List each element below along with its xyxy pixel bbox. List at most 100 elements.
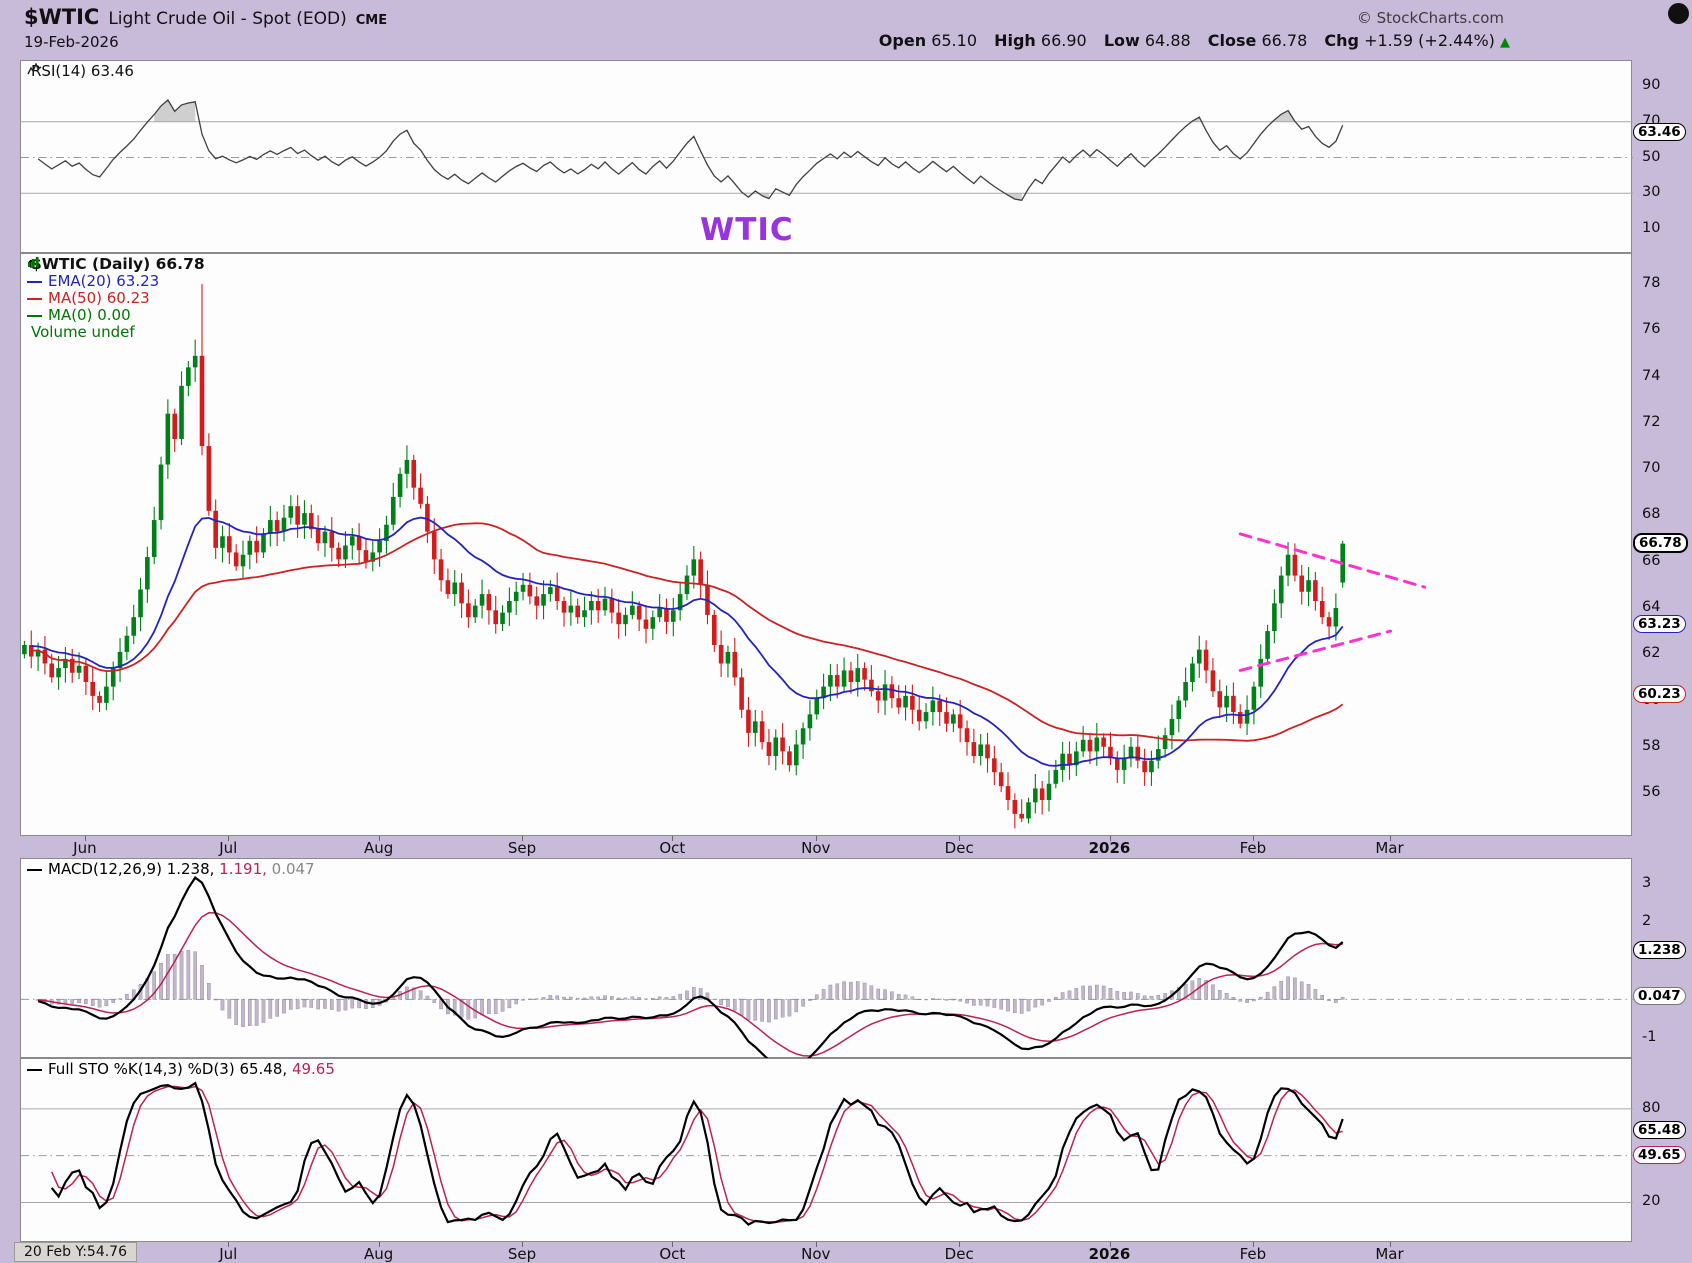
axis-tick-label: 72 [1642,413,1661,430]
month-label: Nov [801,1245,831,1263]
chg-value: +1.59 (+2.44%) [1364,31,1495,50]
month-tick [522,836,523,841]
month-label: Sep [507,1245,537,1263]
month-label: Sep [507,839,537,857]
chg-up-arrow-icon: ▲ [1500,35,1510,50]
chart-date: 19-Feb-2026 [24,33,119,51]
help-icon[interactable] [1668,3,1689,24]
axis-tick-label: 90 [1642,77,1661,94]
candlesticks [22,284,1346,829]
month-label: Oct [659,839,686,857]
month-label: Feb [1239,839,1267,857]
axis-tick-label: 64 [1642,598,1661,615]
month-label: Mar [1375,839,1404,857]
axis-value-tag: 63.46 [1633,122,1686,141]
axis-value-tag: 1.238 [1633,941,1686,960]
month-label: Aug [363,839,394,857]
axis-tick-label: 76 [1642,321,1661,338]
price-chart[interactable] [21,254,1633,837]
axis-value-tag: 0.047 [1633,987,1686,1006]
cursor-readout: 20 Feb Y:54.76 [14,1242,137,1262]
month-label: Mar [1375,1245,1404,1263]
sto-k-line [50,1081,1344,1226]
rsi-panel: RSI(14) 63.46 [20,60,1633,254]
month-tick [378,836,380,841]
month-tick [1252,836,1254,841]
axis-tick-label: 68 [1642,506,1661,523]
month-label: Nov [801,839,831,857]
chart-header: $WTIC Light Crude Oil - Spot (EOD) CME [24,5,387,29]
instrument-title: Light Crude Oil - Spot (EOD) [108,9,347,29]
ohlc-quote-line: Open 65.10 High 66.90 Low 64.88 Close 66… [879,31,1510,50]
month-label: 2026 [1088,1245,1131,1263]
ema20-line [31,516,1344,767]
axis-tick-label: 20 [1642,1193,1661,1210]
axis-tick-label: 3 [1642,875,1652,891]
low-value: 64.88 [1144,31,1191,50]
month-tick [84,836,86,841]
axis-value-tag: 66.78 [1633,533,1688,554]
axis-tick-label: 2 [1642,913,1652,930]
month-label: Feb [1239,1245,1267,1263]
stochastics-panel: Full STO %K(14,3) %D(3) 65.48, 49.65 [20,1058,1633,1243]
axis-tick-label: 78 [1642,275,1661,292]
month-label: Jul [219,1245,238,1263]
month-label: Oct [659,1245,686,1263]
month-label: 2026 [1088,839,1131,857]
high-label: High [994,31,1036,50]
symbol: $WTIC [24,5,100,29]
axis-value-tag: 49.65 [1633,1145,1686,1164]
axis-tick-label: 62 [1642,645,1661,662]
rsi-chart[interactable] [21,61,1633,254]
symbol-watermark: WTIC [700,212,794,248]
sto-d-line [51,1085,1343,1224]
macd-signal-line [38,912,1343,1057]
axis-tick-label: 58 [1642,737,1661,754]
exchange-label: CME [355,13,388,28]
axis-tick-label: 56 [1642,784,1661,801]
month-tick [228,1242,230,1247]
month-tick [522,1242,523,1247]
month-label: Jun [73,839,97,857]
month-tick [1389,836,1391,841]
month-tick [959,1242,961,1247]
close-label: Close [1207,31,1257,50]
month-tick [1109,836,1111,841]
stochastics-chart[interactable] [21,1059,1633,1243]
month-tick [815,836,817,841]
x-axis-months-bottom: Jul Aug Sep Oct Nov Dec 2026 Feb Mar [20,1242,1632,1263]
trendline [1238,532,1427,589]
axis-tick-label: 66 [1642,552,1661,569]
close-value: 66.78 [1261,31,1308,50]
month-label: Jul [219,839,238,857]
open-value: 65.10 [931,31,977,50]
low-label: Low [1103,31,1140,50]
price-panel: $WTIC (Daily) 66.78 EMA(20) 63.23 MA(50) … [20,253,1632,836]
macd-histogram [36,950,1345,1027]
ma50-line [31,522,1344,742]
macd-line [37,876,1344,1059]
axis-tick-label: 74 [1642,367,1661,384]
x-axis-months-top: Jun Jul Aug Sep Oct Nov Dec 2026 Feb Mar [20,836,1632,858]
high-value: 66.90 [1040,31,1087,50]
macd-chart[interactable] [21,859,1633,1059]
chg-label: Chg [1324,31,1359,50]
axis-tick-label: 10 [1642,219,1661,236]
axis-tick-label: 70 [1642,460,1661,477]
axis-tick-label: 50 [1642,148,1661,165]
month-tick [672,836,674,841]
month-tick [228,836,230,841]
month-tick [815,1242,817,1247]
axis-value-tag: 60.23 [1633,684,1686,703]
month-tick [1389,1242,1391,1247]
open-label: Open [878,31,927,50]
month-tick [1109,1242,1111,1247]
axis-value-tag: 65.48 [1633,1121,1686,1140]
trendline [1238,629,1393,672]
month-tick [378,1242,380,1247]
month-tick [959,836,961,841]
axis-tick-label: 80 [1642,1099,1661,1116]
rsi-line [37,99,1344,202]
stockcharts-copyright: © StockCharts.com [1356,9,1504,27]
